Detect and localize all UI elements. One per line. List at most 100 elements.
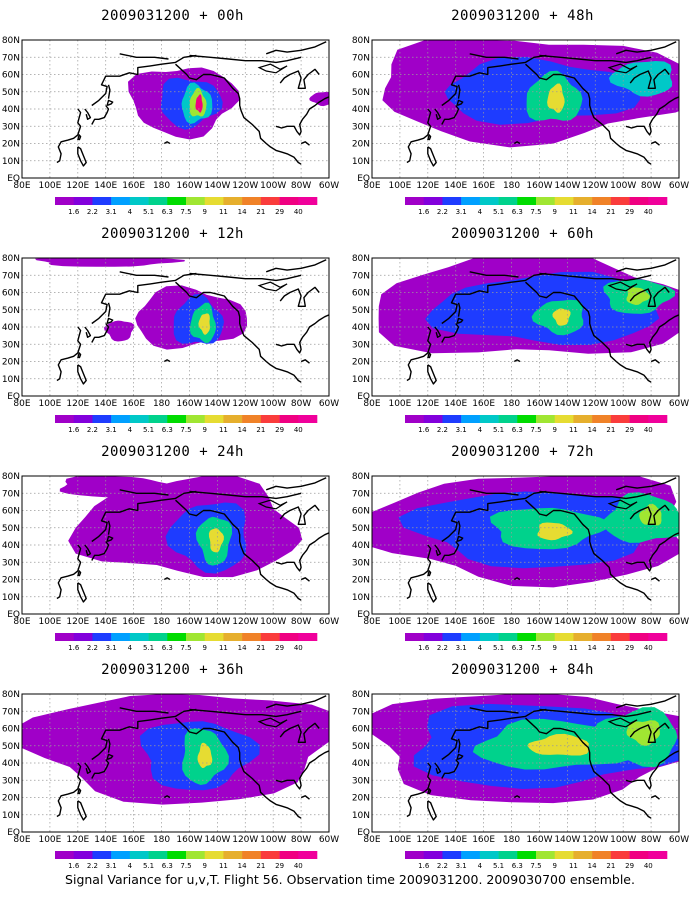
colorbar-swatch xyxy=(423,415,443,423)
colorbar-level-label: 3.1 xyxy=(106,208,117,215)
colorbar-level-label: 2.2 xyxy=(87,862,98,869)
colorbar: 1.6 2.2 3.1 4 5.1 6.3 7.5 9 11 14 21 29 40 xyxy=(55,851,318,869)
colorbar: 1.6 2.2 3.1 4 5.1 6.3 7.5 9 11 14 21 29 40 xyxy=(405,415,668,433)
coastline xyxy=(91,323,110,343)
colorbar-level-label: 40 xyxy=(294,862,303,869)
coastlines xyxy=(406,477,679,603)
colorbar-swatch xyxy=(442,851,462,859)
colorbar: 1.6 2.2 3.1 4 5.1 6.3 7.5 9 11 14 21 29 40 xyxy=(405,633,668,651)
colorbar-level-label: 29 xyxy=(625,862,634,869)
longitude-label: 180 xyxy=(503,181,520,191)
colorbar-level-label: 21 xyxy=(606,208,615,215)
coastline xyxy=(107,84,111,99)
longitude-label: 180 xyxy=(153,399,170,409)
colorbar-swatch xyxy=(73,415,93,423)
coastline xyxy=(91,272,197,325)
colorbar-swatch xyxy=(223,851,243,859)
colorbar-swatch xyxy=(92,415,112,423)
latitude-label: 70N xyxy=(2,489,20,499)
colorbar-swatch xyxy=(92,851,112,859)
colorbar-level-label: 11 xyxy=(219,426,228,433)
colorbar-level-label: 7.5 xyxy=(530,426,541,433)
coastline xyxy=(513,141,521,145)
colorbar-level-label: 6.3 xyxy=(162,862,173,869)
longitude-label: 100W xyxy=(260,835,286,845)
colorbar-swatch xyxy=(186,851,206,859)
longitude-label: 120E xyxy=(416,617,439,627)
colorbar-swatch xyxy=(554,851,574,859)
coastline xyxy=(441,541,460,561)
longitude-label: 100W xyxy=(610,181,636,191)
colorbar: 1.6 2.2 3.1 4 5.1 6.3 7.5 9 11 14 21 29 40 xyxy=(55,633,318,651)
colorbar-swatch xyxy=(223,197,243,205)
colorbar-swatch xyxy=(279,415,299,423)
latitude-label: 30N xyxy=(352,122,370,132)
longitude-label: 60W xyxy=(319,617,339,627)
colorbar-swatch xyxy=(260,633,280,641)
coastline xyxy=(77,364,87,385)
latitude-label: 50N xyxy=(352,306,370,316)
colorbar-swatch xyxy=(461,851,481,859)
coastlines xyxy=(406,259,679,385)
longitude-label: 140W xyxy=(204,617,230,627)
latitude-label: 50N xyxy=(352,88,370,98)
colorbar-level-label: 40 xyxy=(644,426,653,433)
panel-title: 2009031200 + 12h xyxy=(101,226,244,242)
coastline xyxy=(91,54,197,107)
coastline xyxy=(91,759,110,779)
longitude-label: 80W xyxy=(291,181,311,191)
longitude-label: 100E xyxy=(38,835,61,845)
latitude-label: 20N xyxy=(2,140,20,150)
coastline xyxy=(539,490,652,500)
coastline xyxy=(56,326,82,382)
colorbar-swatch xyxy=(73,851,93,859)
longitude-label: 60W xyxy=(669,399,689,409)
lake-outline xyxy=(607,499,638,510)
latitude-label: EQ xyxy=(357,174,370,184)
colorbar-swatch xyxy=(442,197,462,205)
latitude-label: 50N xyxy=(2,524,20,534)
longitude-label: 80E xyxy=(363,617,380,627)
coastline xyxy=(279,504,320,525)
longitude-label: 120E xyxy=(66,399,89,409)
colorbar-level-label: 21 xyxy=(606,862,615,869)
latitude-label: 70N xyxy=(352,53,370,63)
latitude-label: 30N xyxy=(2,340,20,350)
latitude-label: 60N xyxy=(2,289,20,299)
colorbar: 1.6 2.2 3.1 4 5.1 6.3 7.5 9 11 14 21 29 40 xyxy=(55,415,318,433)
colorbar-swatch xyxy=(423,197,443,205)
colorbar-level-label: 9 xyxy=(552,644,556,651)
coastline xyxy=(279,68,320,89)
colorbar-swatch xyxy=(517,415,537,423)
colorbar-swatch xyxy=(298,197,318,205)
longitude-label: 160W xyxy=(176,617,202,627)
map-frame xyxy=(21,39,330,179)
colorbar-level-label: 5.1 xyxy=(143,426,154,433)
map-panel-36h: 2009031200 + 36h EQ 10N 20N 30N 40N 50N 60N 70N… xyxy=(0,654,345,869)
colorbar-swatch xyxy=(554,415,574,423)
colorbar-level-label: 14 xyxy=(588,208,597,215)
colorbar-level-label: 3.1 xyxy=(106,644,117,651)
colorbar-level-label: 29 xyxy=(625,426,634,433)
colorbar-level-label: 6.3 xyxy=(162,644,173,651)
coastlines xyxy=(56,477,329,603)
coastline xyxy=(469,707,519,714)
coastlines xyxy=(56,695,329,821)
colorbar-level-label: 9 xyxy=(202,208,206,215)
colorbar-level-label: 1.6 xyxy=(68,644,80,651)
longitude-label: 100E xyxy=(388,617,411,627)
latitude-label: 60N xyxy=(352,289,370,299)
longitude-label: 160W xyxy=(176,399,202,409)
coastline xyxy=(91,708,197,761)
coastline xyxy=(77,352,82,359)
longitude-label: 160W xyxy=(526,617,552,627)
latitude-label: 30N xyxy=(2,558,20,568)
longitude-label: 160W xyxy=(526,835,552,845)
colorbar-swatch xyxy=(479,633,499,641)
colorbar-level-label: 11 xyxy=(219,644,228,651)
variance-map: EQ 10N 20N 30N 40N 50N 60N 70N 80N 80E 100E 120E 140… xyxy=(352,472,689,651)
variance-contour-peak xyxy=(195,94,203,113)
colorbar-level-label: 40 xyxy=(644,862,653,869)
colorbar-level-label: 2.2 xyxy=(437,208,448,215)
latitude-label: 40N xyxy=(2,105,20,115)
